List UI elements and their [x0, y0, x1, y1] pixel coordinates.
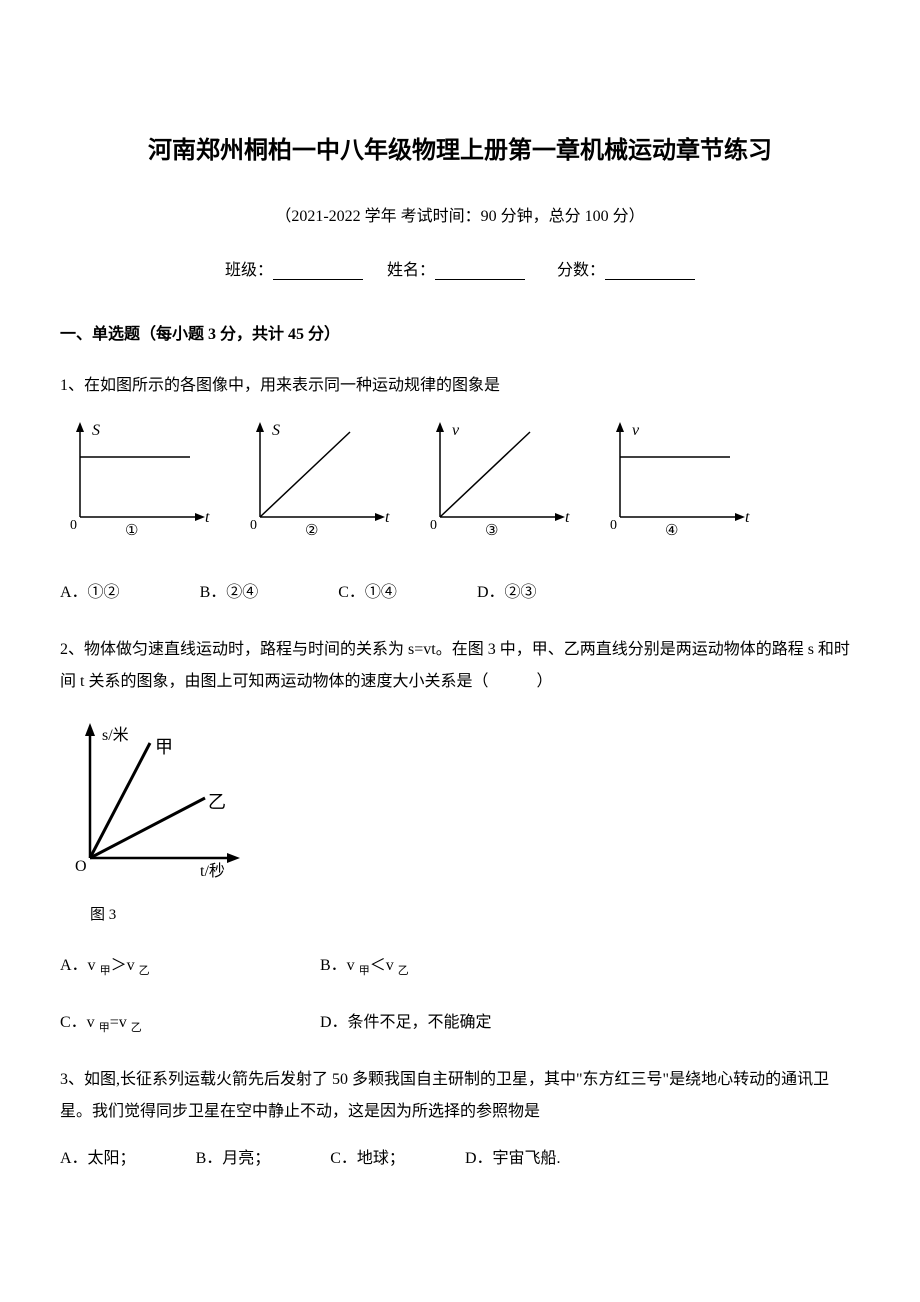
- svg-text:①: ①: [125, 523, 138, 539]
- svg-text:t: t: [385, 509, 390, 526]
- q2-option-b: B．v 甲＜v 乙: [320, 950, 620, 982]
- svg-text:t: t: [565, 509, 570, 526]
- class-blank: [273, 262, 363, 280]
- svg-text:S: S: [272, 422, 280, 439]
- graph-2: S t 0 ②: [240, 417, 400, 547]
- q2-option-a: A．v 甲＞v 乙: [60, 950, 320, 982]
- q3-text: 3、如图,长征系列运载火箭先后发射了 50 多颗我国自主研制的卫星，其中"东方红…: [60, 1064, 860, 1128]
- q2-option-c: C．v 甲=v 乙: [60, 1007, 320, 1039]
- student-info-row: 班级： 姓名： 分数：: [60, 257, 860, 286]
- svg-text:0: 0: [610, 518, 617, 533]
- svg-text:s/米: s/米: [102, 726, 129, 744]
- svg-text:甲: 甲: [155, 737, 173, 757]
- svg-text:t: t: [205, 509, 210, 526]
- fig3-caption: 图 3: [90, 900, 860, 930]
- question-1: 1、在如图所示的各图像中，用来表示同一种运动规律的图象是 S t 0 ①: [60, 370, 860, 609]
- svg-text:v: v: [452, 422, 460, 439]
- svg-text:v: v: [632, 422, 640, 439]
- q1-option-a: A．①②: [60, 577, 120, 609]
- section-header: 一、单选题（每小题 3 分，共计 45 分）: [60, 321, 860, 350]
- question-2: 2、物体做匀速直线运动时，路程与时间的关系为 s=vt。在图 3 中，甲、乙两直…: [60, 634, 860, 1039]
- svg-text:O: O: [75, 858, 87, 875]
- q2-figure: s/米 t/秒 甲 乙 O 图 3: [60, 718, 860, 930]
- svg-text:t: t: [745, 509, 750, 526]
- graph-1: S t 0 ①: [60, 417, 220, 547]
- svg-text:t/秒: t/秒: [200, 862, 225, 880]
- score-label: 分数：: [557, 262, 605, 279]
- name-blank: [435, 262, 525, 280]
- svg-text:0: 0: [70, 518, 77, 533]
- q3-option-c: C．地球；: [330, 1143, 405, 1175]
- class-label: 班级：: [225, 262, 273, 279]
- q1-option-b: B．②④: [200, 577, 259, 609]
- q3-option-a: A．太阳；: [60, 1143, 136, 1175]
- q3-option-d: D．宇宙飞船.: [465, 1143, 561, 1175]
- q1-option-c: C．①④: [338, 577, 397, 609]
- q1-options: A．①② B．②④ C．①④ D．②③: [60, 577, 860, 609]
- q2-text: 2、物体做匀速直线运动时，路程与时间的关系为 s=vt。在图 3 中，甲、乙两直…: [60, 634, 860, 698]
- q3-option-b: B．月亮；: [196, 1143, 271, 1175]
- score-blank: [605, 262, 695, 280]
- graph-4: v t 0 ④: [600, 417, 760, 547]
- q1-graphs: S t 0 ① S t 0 ②: [60, 417, 860, 547]
- svg-text:③: ③: [485, 523, 498, 539]
- svg-text:S: S: [92, 422, 100, 439]
- q3-options: A．太阳； B．月亮； C．地球； D．宇宙飞船.: [60, 1143, 860, 1175]
- q2-options: A．v 甲＞v 乙 B．v 甲＜v 乙 C．v 甲=v 乙 D．条件不足，不能确…: [60, 950, 860, 1039]
- svg-text:0: 0: [430, 518, 437, 533]
- graph-3: v t 0 ③: [420, 417, 580, 547]
- question-3: 3、如图,长征系列运载火箭先后发射了 50 多颗我国自主研制的卫星，其中"东方红…: [60, 1064, 860, 1175]
- exam-info: （2021-2022 学年 考试时间：90 分钟，总分 100 分）: [60, 203, 860, 232]
- svg-text:乙: 乙: [208, 792, 226, 812]
- page-title: 河南郑州桐柏一中八年级物理上册第一章机械运动章节练习: [60, 130, 860, 173]
- name-label: 姓名：: [387, 262, 435, 279]
- svg-text:②: ②: [305, 523, 318, 539]
- q2-option-d: D．条件不足，不能确定: [320, 1007, 620, 1039]
- svg-text:④: ④: [665, 523, 678, 539]
- q1-option-d: D．②③: [477, 577, 537, 609]
- svg-text:0: 0: [250, 518, 257, 533]
- q1-text: 1、在如图所示的各图像中，用来表示同一种运动规律的图象是: [60, 370, 860, 402]
